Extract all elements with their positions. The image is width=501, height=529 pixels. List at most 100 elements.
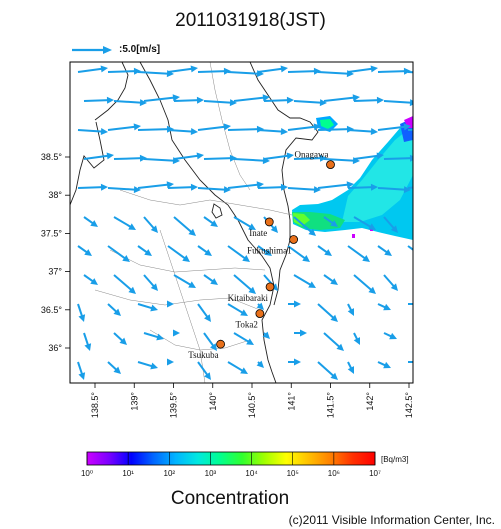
wind-arrow-shaft	[107, 187, 137, 191]
wind-arrow-head	[210, 278, 218, 285]
wind-arrow-head	[100, 128, 108, 136]
wind-arrow-shaft	[113, 157, 143, 160]
site-markers: Onagawa Inate Fukushima1 Kitaibaraki Toka2 Ts…	[188, 150, 335, 360]
wind-arrow-shaft	[317, 183, 350, 189]
wind-arrow-shaft	[77, 245, 89, 254]
site-label: Fukushima1	[247, 246, 292, 256]
wind-arrow-shaft	[347, 186, 374, 189]
site-marker	[289, 235, 299, 244]
wind-arrow-head	[84, 249, 92, 256]
wind-arrow-shaft	[293, 274, 313, 287]
wind-arrow-shaft	[143, 274, 156, 288]
wind-arrow-head	[133, 67, 141, 75]
wind-arrow-head	[280, 128, 288, 136]
wind-arrow-head	[210, 220, 218, 227]
wind-arrow-shaft	[317, 71, 350, 75]
wind-arrow-shaft	[173, 274, 193, 287]
wind-arrow-head	[204, 372, 211, 380]
wind-arrow-head	[376, 152, 384, 160]
wind-arrow-shaft	[77, 129, 104, 133]
wind-arrow-shaft	[293, 216, 313, 234]
colorbar-tick-label: 10⁰	[81, 469, 93, 478]
wind-arrow-head	[428, 229, 436, 236]
wind-arrow-shaft	[203, 100, 233, 104]
wind-arrow-head	[182, 255, 190, 262]
wind-arrow-shaft	[83, 154, 110, 160]
wind-arrow-shaft	[383, 157, 413, 160]
lon-tick-label: 142°	[365, 392, 375, 411]
wind-arrow-head	[188, 228, 196, 236]
colorbar-title: Concentration	[170, 488, 290, 509]
wind-arrow-shaft	[323, 216, 335, 225]
wind-arrow-head	[302, 255, 310, 262]
wind-arrow-shaft	[353, 274, 373, 292]
wind-arrow-head	[204, 249, 212, 256]
site-marker	[265, 282, 275, 292]
wind-arrow-shaft	[377, 70, 407, 73]
lat-tick-label: 38.5°	[41, 152, 63, 162]
wind-arrow-head	[443, 94, 450, 101]
wind-arrow-head	[330, 314, 338, 322]
copyright-text: (c)2011 Visible Information Center, Inc.	[288, 513, 495, 527]
wind-arrow-shaft	[137, 128, 170, 131]
lon-tick-label: 140°	[208, 392, 218, 411]
wind-arrow-head	[223, 123, 231, 131]
lat-tick-label: 36°	[48, 343, 62, 353]
wind-arrow-head	[106, 152, 114, 160]
colorbar-tick-label: 10⁴	[245, 469, 258, 478]
wind-arrow-shaft	[143, 332, 160, 339]
wind-arrow-shaft	[143, 96, 176, 102]
wind-arrow-shaft	[233, 216, 253, 229]
wind-arrow-shaft	[227, 303, 245, 315]
wind-arrow-shaft	[383, 100, 413, 104]
wind-arrow-head	[90, 220, 98, 227]
colorbar-ticks: 10⁰ 10¹ 10² 10³ 10⁴ 10⁵ 10⁶ 10⁷	[81, 452, 381, 478]
wind-arrow-head	[144, 249, 152, 256]
wind-arrow-head	[421, 359, 428, 366]
wind-arrow-shaft	[167, 186, 194, 189]
wind-arrow-head	[229, 99, 237, 107]
wind-arrow-head	[409, 154, 413, 162]
wind-arrow-shaft	[227, 128, 260, 131]
wind-arrow-shaft	[137, 303, 154, 310]
wind-arrow-head	[139, 154, 147, 162]
wind-arrow-head	[384, 249, 392, 256]
wind-arrow-shaft	[137, 361, 154, 368]
wind-arrow-shaft	[107, 125, 137, 131]
wind-arrow-head	[294, 300, 301, 308]
wind-arrow-head	[437, 126, 444, 133]
wind-arrow-shaft	[323, 332, 341, 349]
wind-arrow-head	[78, 314, 86, 322]
wind-arrow-shaft	[377, 187, 407, 191]
wind-arrow-head	[403, 123, 411, 131]
wind-arrow-head	[376, 96, 384, 104]
wind-arrow-shaft	[107, 361, 119, 372]
wind-arrow-head	[286, 96, 294, 104]
wind-arrow-head	[319, 99, 327, 107]
wind-arrow-head	[370, 65, 378, 73]
wind-arrow-head	[196, 152, 204, 160]
lon-tick-label: 141°	[286, 392, 296, 411]
wind-arrow-head	[347, 366, 354, 374]
lat-tick-label: 37°	[48, 267, 62, 277]
wind-arrow-shaft	[83, 216, 95, 225]
wind-arrow-head	[437, 181, 444, 188]
wind-arrow-shaft	[407, 245, 413, 251]
lon-tick-label: 140.5°	[247, 392, 257, 419]
wind-arrow-head	[383, 303, 391, 311]
wind-arrow-head	[352, 94, 360, 102]
lat-tick-label: 36.5°	[41, 305, 63, 315]
wind-arrow-head	[437, 70, 444, 77]
longitude-axis: 138.5° 139° 139.5° 140° 140.5° 141° 141.5° 142°…	[90, 383, 414, 418]
wind-arrow-shaft	[233, 96, 266, 102]
wind-arrow-shaft	[263, 99, 290, 102]
wind-arrow-shaft	[323, 274, 335, 283]
wind-arrow-shaft	[197, 361, 209, 377]
wind-arrow-shaft	[203, 216, 215, 225]
wind-arrow-shaft	[257, 129, 284, 133]
wind-arrow-head	[248, 223, 256, 230]
wind-arrow-head	[188, 281, 196, 288]
wind-arrow-shaft	[323, 96, 356, 102]
wind-arrow-shaft	[353, 99, 380, 102]
wind-arrow-head	[242, 255, 250, 262]
